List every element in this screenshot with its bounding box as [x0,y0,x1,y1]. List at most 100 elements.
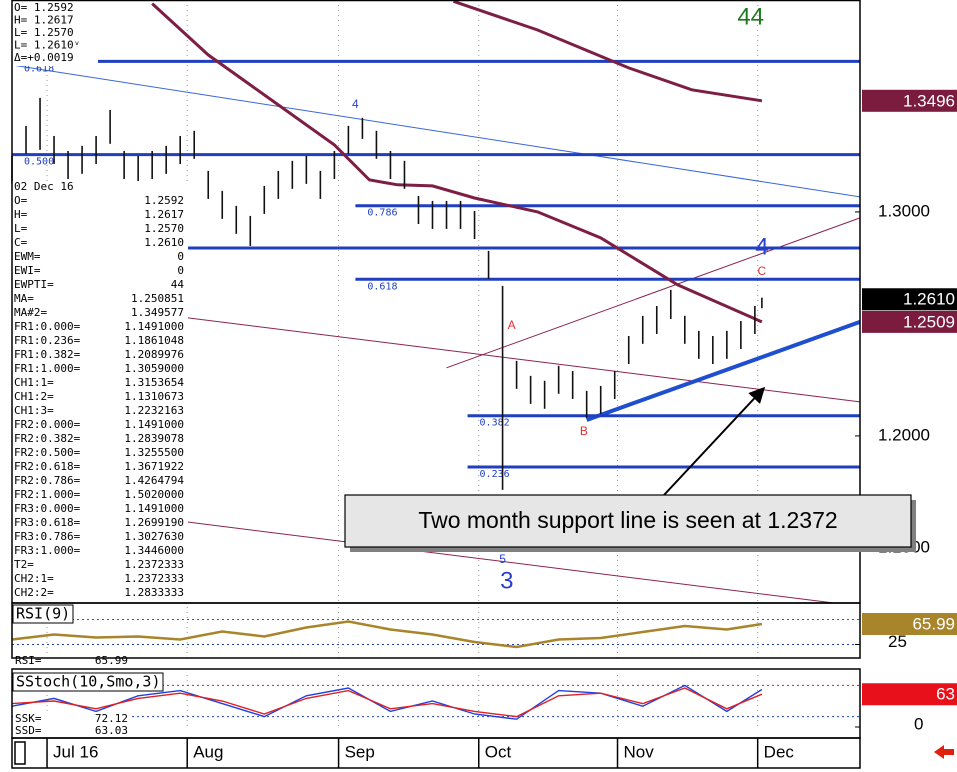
fib-level-label: 0.500 [24,157,54,168]
readout-value: 1.5020000 [124,488,184,501]
price-tag [862,683,957,706]
readout-value: 1.3153654 [124,376,184,389]
readout-label: H= [14,208,28,221]
readout-label: FR2:0.382= [14,432,81,445]
readout-date: 02 Dec 16 [14,180,74,193]
fib-level-label: 0.618 [367,281,397,292]
readout-value: 1.2372333 [124,558,184,571]
x-tick-label: Sep [345,742,375,761]
readout-value: 1.2089976 [124,348,184,361]
readout-label: FR2:1.000= [14,488,81,501]
readout-value: 44 [171,278,185,291]
readout-label: FR3:1.000= [14,544,81,557]
readout-label: EWM= [14,250,41,263]
scroll-arrow[interactable] [934,745,954,759]
readout-top-line: L= 1.2610ᵛ [14,39,80,52]
readout-value: 0 [177,264,184,277]
x-tick-label: Oct [485,742,512,761]
readout-label: FR1:1.000= [14,362,81,375]
price-tag [862,613,957,636]
readout-label: SSD= [15,724,42,737]
readout-label: EWI= [14,264,41,277]
readout-value: 1.1491000 [124,418,184,431]
callout-arrow [663,386,766,496]
readout-label: FR2:0.618= [14,460,81,473]
readout-value: 1.1861048 [124,334,184,347]
wave-label: 44 [737,3,764,30]
callout-text: Two month support line is seen at 1.2372 [418,507,837,533]
readout-value: 1.2372333 [124,572,184,585]
wave-label: A [508,318,516,332]
readout-value: 1.3446000 [124,544,184,557]
readout-value: 1.349577 [131,306,184,319]
readout-label: MA#2= [14,306,47,319]
readout-bg [13,725,131,737]
readout-value: 63.03 [95,724,128,737]
readout-value: 1.3671922 [124,460,184,473]
panel-title: RSI(9) [16,605,70,623]
readout-value: 1.2699190 [124,516,184,529]
readout-value: 1.2592 [144,194,184,207]
readout-value: 1.2610 [144,236,184,249]
rsi-panel-border [11,602,861,659]
panel-title-box [12,604,74,624]
readout-label: FR3:0.000= [14,502,81,515]
readout-label: SSK= [15,712,42,725]
readout-value: 1.2232163 [124,404,184,417]
indicator-line [11,620,763,649]
readout-value: 0 [177,250,184,263]
price-tag [862,310,957,333]
readout-label: C= [14,236,28,249]
readout-top-bg [12,0,98,66]
price-tag-label: 1.2509 [903,312,955,331]
trend-line [446,217,861,369]
y-tick-label: 1.3000 [878,201,930,220]
readout-label: MA= [14,292,34,305]
readout-value: 65.99 [95,654,128,667]
trend-line [586,320,861,422]
price-tag-label: 65.99 [912,614,955,633]
y-tick-label: 25 [888,632,907,651]
x-tick-label: Jul 16 [53,742,98,761]
fib-level-label: 0.786 [367,208,397,219]
panel-title: SStoch(10,Smo,3) [16,673,161,691]
wave-label: B [580,424,588,438]
callout-box [344,494,912,548]
readout-value: 1.3255500 [124,446,184,459]
readout-bg [12,181,188,602]
readout-label: FR3:0.786= [14,530,81,543]
price-tag-label: 1.2610 [903,290,955,309]
price-tag-label: 63 [936,685,955,704]
price-tag [862,288,957,311]
readout-value: 1.1491000 [124,502,184,515]
readout-label: FR1:0.382= [14,348,81,361]
readout-bg [13,713,131,725]
readout-value: 1.2570 [144,222,184,235]
y-tick-label: 0 [914,714,923,733]
readout-label: FR2:0.786= [14,474,81,487]
x-axis-strip [11,737,861,769]
moving-average [151,2,763,324]
readout-label: FR1:0.236= [14,334,81,347]
readout-value: 1.2833333 [124,586,184,599]
readout-label: T2= [14,558,34,571]
readout-value: 1.250851 [131,292,184,305]
wave-label: 4 [352,97,359,111]
readout-label: CH1:3= [14,404,54,417]
x-tick-label: Aug [193,742,223,761]
readout-value: 1.3027630 [124,530,184,543]
x-tick-label: Nov [624,742,655,761]
readout-label: FR2:0.500= [14,446,81,459]
fib-level-label: 0.382 [480,418,510,429]
x-tick-label: Dec [764,742,795,761]
readout-label: O= [14,194,28,207]
fib-level-label: 0.618 [24,63,54,74]
readout-label: CH1:2= [14,390,54,403]
readout-top-line: H= 1.2617 [14,14,74,27]
readout-value: 72.12 [95,712,128,725]
price-tag-label: 1.3496 [903,91,955,110]
readout-label: FR1:0.000= [14,320,81,333]
readout-label: FR2:0.000= [14,418,81,431]
